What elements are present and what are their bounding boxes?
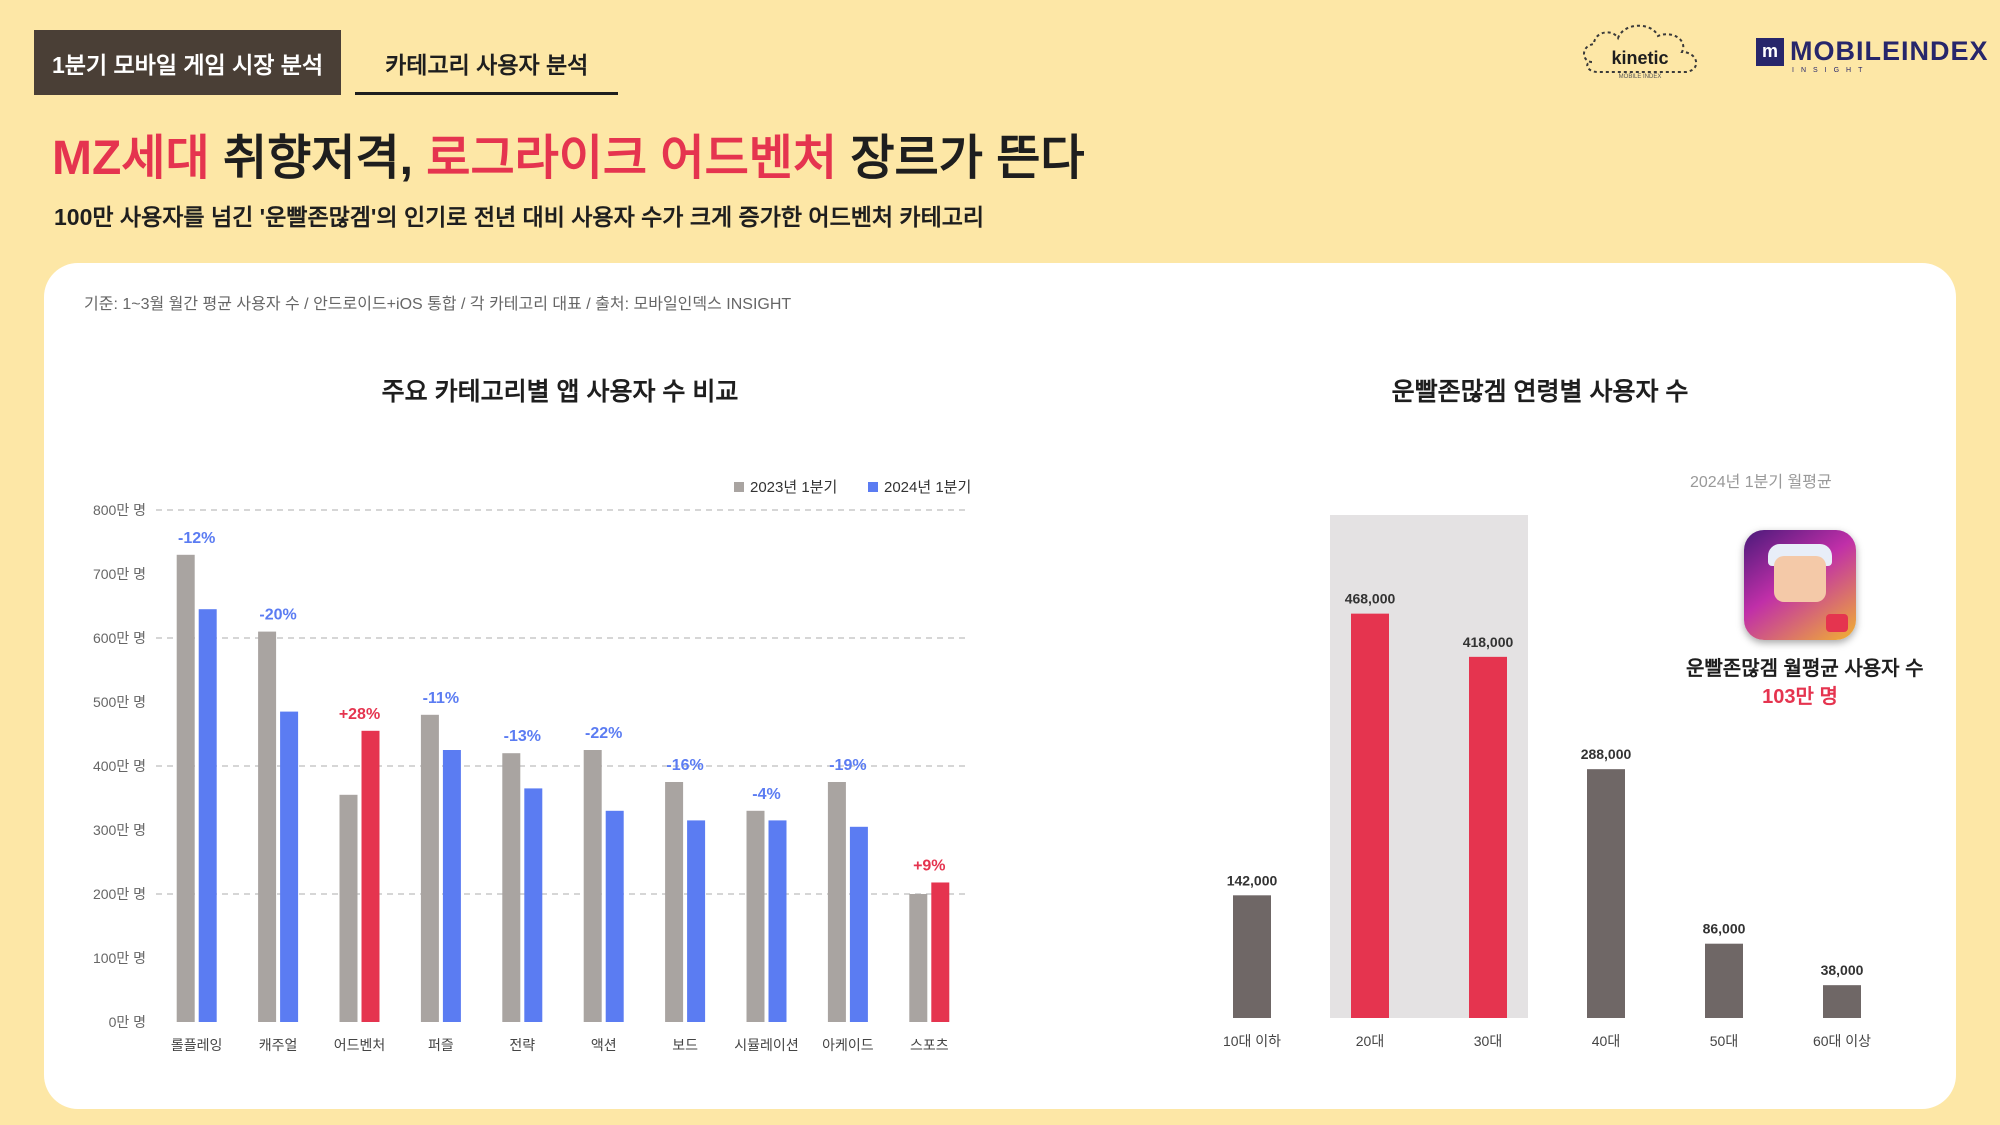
x-tick-label: 시뮬레이션 xyxy=(734,1037,798,1053)
category-users-bar-chart: 0만 명 100만 명 200만 명 300만 명 400만 명 500만 명 600만 명… xyxy=(93,479,971,1053)
bar-2023 xyxy=(420,714,439,1022)
bar-2024 xyxy=(687,820,706,1022)
bar-2024 xyxy=(524,788,543,1022)
bar-2023 xyxy=(502,753,521,1022)
change-label: -19% xyxy=(829,757,866,774)
y-tick-label: 200만 명 xyxy=(93,886,146,902)
game-app-icon-face xyxy=(1774,556,1826,602)
y-tick-label: 600만 명 xyxy=(93,630,146,646)
mobileindex-mark-icon: m xyxy=(1756,37,1784,66)
age-value-label: 142,000 xyxy=(1227,872,1278,888)
mobileindex-sub: INSIGHT xyxy=(1792,67,1870,74)
left-chart-title: 주요 카테고리별 앱 사용자 수 비교 xyxy=(381,378,739,406)
x-tick-label: 액션 xyxy=(591,1037,617,1053)
x-tick-label: 캐주얼 xyxy=(259,1037,298,1053)
age-bar xyxy=(1469,656,1507,1018)
x-tick-label: 퍼즐 xyxy=(428,1037,454,1053)
age-x-tick-label: 50대 xyxy=(1710,1033,1738,1049)
source-note: 기준: 1~3월 월간 평균 사용자 수 / 안드로이드+iOS 통합 / 각 … xyxy=(84,296,792,313)
game-app-icon xyxy=(1744,530,1856,640)
game-app-icon-badge xyxy=(1826,614,1848,632)
age-value-label: 468,000 xyxy=(1345,591,1396,607)
kinetic-logo-sub: MOBILE INDEX xyxy=(1619,74,1662,80)
y-tick-label: 500만 명 xyxy=(93,694,146,710)
x-tick-label: 전략 xyxy=(509,1037,535,1053)
page-subheadline: 100만 사용자를 넘긴 '운빨존많겜'의 인기로 전년 대비 사용자 수가 크… xyxy=(54,204,985,230)
tab-category-users[interactable]: 카테고리 사용자 분석 xyxy=(355,30,619,95)
mobileindex-wordmark: MOBILEINDEX xyxy=(1790,36,1989,66)
change-label: -4% xyxy=(752,786,780,803)
age-bar xyxy=(1823,985,1861,1018)
age-bar xyxy=(1233,895,1271,1018)
age-bar xyxy=(1705,943,1743,1018)
bar-2023 xyxy=(258,631,277,1022)
age-bar xyxy=(1587,769,1625,1018)
change-label: -13% xyxy=(504,728,541,745)
bar-2024 xyxy=(198,609,217,1022)
y-tick-label: 0만 명 xyxy=(109,1014,146,1030)
right-chart-title: 운빨존많겜 연령별 사용자 수 xyxy=(1391,378,1689,406)
age-x-tick-label: 30대 xyxy=(1474,1033,1502,1049)
headline-accent-2: 로그라이크 어드벤처 xyxy=(426,132,838,185)
headline-accent-1: MZ세대 xyxy=(52,132,210,185)
legend-label-2024: 2024년 1분기 xyxy=(884,479,971,496)
headline-text-1: 취향저격, xyxy=(209,132,427,185)
change-label: -20% xyxy=(259,607,296,624)
change-label: +28% xyxy=(339,706,380,723)
x-tick-label: 롤플레잉 xyxy=(171,1037,223,1053)
change-label: -16% xyxy=(666,757,703,774)
bar-2024 xyxy=(849,826,868,1022)
tab-market-analysis[interactable]: 1분기 모바일 게임 시장 분석 xyxy=(34,30,342,95)
age-bar xyxy=(1351,613,1389,1018)
age-value-label: 38,000 xyxy=(1821,962,1864,978)
chart-legend: 2023년 1분기 2024년 1분기 xyxy=(734,479,971,496)
app-callout-value: 103만 명 xyxy=(1762,686,1838,708)
bar-2024 xyxy=(442,750,461,1022)
bar-2023 xyxy=(176,554,195,1022)
app-callout-label: 운빨존많겜 월평균 사용자 수 xyxy=(1686,658,1924,680)
x-tick-label: 보드 xyxy=(672,1037,698,1053)
bar-2024 xyxy=(605,810,624,1022)
header-tabs: 1분기 모바일 게임 시장 분석 카테고리 사용자 분석 xyxy=(34,30,619,95)
bar-2023 xyxy=(339,794,358,1022)
age-value-label: 288,000 xyxy=(1581,746,1632,762)
y-tick-label: 100만 명 xyxy=(93,950,146,966)
y-tick-label: 400만 명 xyxy=(93,758,146,774)
bar-2023 xyxy=(827,782,846,1022)
bar-2023 xyxy=(665,782,684,1022)
age-x-tick-label: 60대 이상 xyxy=(1813,1033,1871,1049)
y-tick-label: 700만 명 xyxy=(93,566,146,582)
side-note: 2024년 1분기 월평균 xyxy=(1690,474,1832,491)
age-x-tick-label: 10대 이하 xyxy=(1223,1033,1281,1049)
age-users-bar-chart: 142,000 10대 이하 468,000 20대 418,000 30대 288,000… xyxy=(1223,515,1871,1049)
bar-2023 xyxy=(909,894,928,1022)
legend-swatch-2024 xyxy=(868,482,878,492)
bar-2024 xyxy=(931,882,950,1022)
x-tick-label: 스포츠 xyxy=(910,1037,949,1053)
bar-2023 xyxy=(746,810,765,1022)
kinetic-logo: kinetic MOBILE INDEX xyxy=(1572,14,1732,94)
bar-2024 xyxy=(768,820,787,1022)
y-tick-label: 800만 명 xyxy=(93,502,146,518)
age-x-tick-label: 20대 xyxy=(1356,1033,1384,1049)
change-label: -12% xyxy=(178,530,215,547)
change-label: -11% xyxy=(423,690,459,707)
kinetic-logo-text: kinetic xyxy=(1611,48,1668,68)
age-x-tick-label: 40대 xyxy=(1592,1033,1620,1049)
mobileindex-logo: m MOBILEINDEX INSIGHT xyxy=(1756,36,1989,74)
legend-swatch-2023 xyxy=(734,482,744,492)
bar-2024 xyxy=(280,711,299,1022)
legend-label-2023: 2023년 1분기 xyxy=(750,479,837,496)
change-label: -22% xyxy=(585,725,622,742)
bar-2023 xyxy=(583,750,602,1022)
y-tick-label: 300만 명 xyxy=(93,822,146,838)
x-tick-label: 어드벤처 xyxy=(334,1037,386,1053)
x-tick-label: 아케이드 xyxy=(822,1037,874,1053)
page-headline: MZ세대 취향저격, 로그라이크 어드벤처 장르가 뜬다 xyxy=(52,118,1085,188)
age-value-label: 418,000 xyxy=(1463,634,1514,650)
bar-2024 xyxy=(361,730,380,1022)
headline-text-2: 장르가 뜬다 xyxy=(837,132,1085,185)
age-value-label: 86,000 xyxy=(1703,921,1746,937)
change-label: +9% xyxy=(913,857,945,874)
